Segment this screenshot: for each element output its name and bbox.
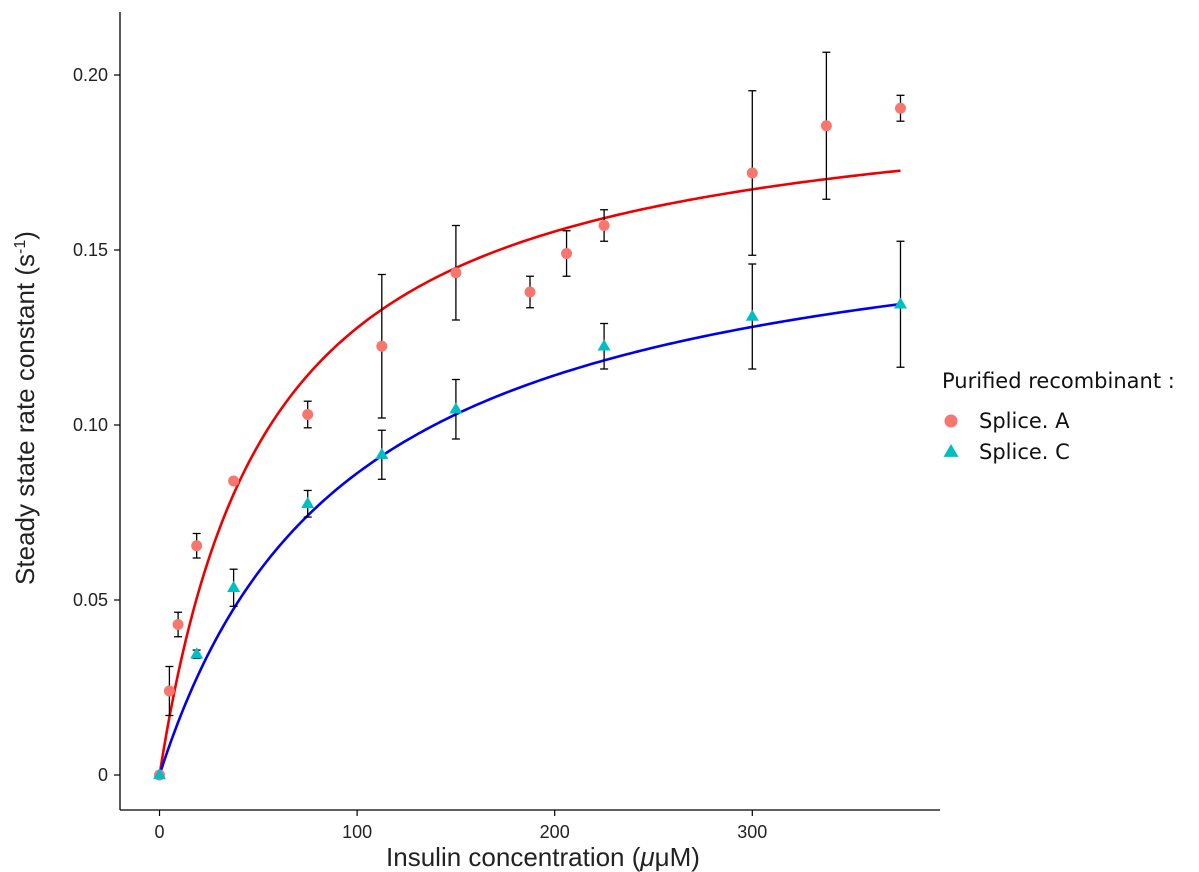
fit-curve-splice-a [158, 169, 901, 776]
data-point-splice-a [820, 120, 832, 132]
y-tick-label: 0.15 [73, 240, 108, 260]
axes: 0 100 200 300 0 0.05 0.10 0.15 0.20 [73, 12, 940, 842]
y-tick-label: 0.05 [73, 590, 108, 610]
y-axis-title: Steady state rate constant (s-1) [10, 231, 40, 585]
data-point-splice-c [227, 580, 241, 593]
legend-label-splice-c: Splice. C [979, 440, 1070, 464]
x-axis-title-unit: μM) [655, 842, 700, 872]
data-point-splice-c [597, 339, 611, 351]
x-tick-label: 200 [540, 822, 570, 842]
x-axis-title-prefix: Insulin concentration ( [386, 842, 641, 872]
fit-curve-splice-c [158, 302, 901, 776]
y-ticks: 0 0.05 0.10 0.15 0.20 [73, 65, 120, 785]
y-tick-label: 0 [98, 765, 108, 785]
legend-key-splice-c [943, 443, 959, 457]
error-bars [165, 51, 905, 717]
x-axis-title-mu: μ [639, 842, 654, 872]
data-point-splice-a [302, 409, 314, 420]
data-point-splice-a [524, 286, 536, 298]
data-points [153, 102, 907, 781]
y-axis-title-prefix: Steady state rate constant (s [10, 254, 40, 585]
data-point-splice-c [375, 447, 389, 460]
x-ticks: 0 100 200 300 [155, 810, 767, 842]
y-tick-label: 0.10 [73, 415, 108, 435]
data-point-splice-c [745, 309, 759, 321]
x-axis-title: Insulin concentration (μμM) [386, 842, 700, 872]
data-point-splice-a [561, 248, 573, 259]
legend: Purified recombinant : Splice. ASplice. … [942, 369, 1175, 464]
data-point-splice-a [172, 619, 184, 630]
data-point-splice-a [598, 220, 610, 231]
legend-title: Purified recombinant : [942, 369, 1175, 393]
x-tick-label: 100 [342, 822, 372, 842]
data-point-splice-a [191, 540, 203, 552]
legend-item-splice-c: Splice. C [943, 440, 1070, 464]
data-point-splice-a [450, 267, 462, 279]
legend-label-splice-a: Splice. A [979, 409, 1070, 433]
data-point-splice-c [449, 402, 463, 414]
x-tick-label: 300 [737, 822, 767, 842]
data-point-splice-a [746, 167, 758, 179]
x-tick-label: 0 [155, 822, 165, 842]
data-point-splice-c [893, 297, 907, 309]
y-axis-title-sup: -1 [12, 240, 29, 254]
data-point-splice-c [153, 768, 167, 780]
data-point-splice-c [190, 647, 204, 659]
data-point-splice-c [301, 496, 315, 509]
y-axis-title-suffix: ) [10, 231, 40, 240]
legend-items: Splice. A Splice. C [943, 409, 1070, 464]
data-point-splice-a [376, 340, 388, 352]
y-tick-label: 0.20 [73, 65, 108, 85]
legend-item-splice-a: Splice. A [944, 409, 1070, 433]
legend-key-splice-a [944, 414, 958, 428]
fit-curves [158, 169, 901, 776]
data-point-splice-a [228, 475, 240, 487]
data-point-splice-a [894, 102, 906, 114]
data-point-splice-a [163, 685, 175, 697]
